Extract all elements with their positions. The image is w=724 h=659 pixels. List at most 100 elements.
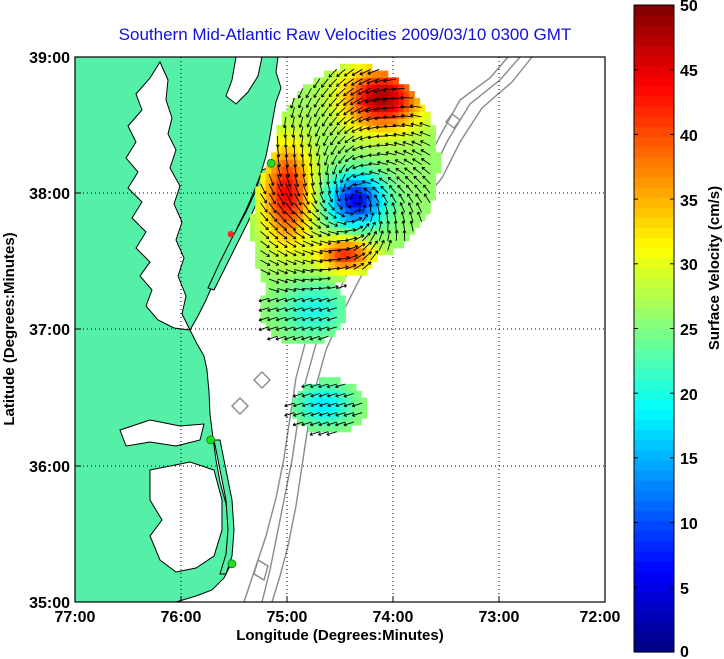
velocity-cell <box>366 77 373 85</box>
velocity-cell <box>302 390 309 399</box>
velocity-cell <box>408 91 415 99</box>
velocity-cell <box>292 145 299 153</box>
colorbar-strip <box>634 136 674 148</box>
velocity-cell <box>361 138 368 147</box>
velocity-cell <box>271 166 277 174</box>
velocity-cell <box>334 397 341 406</box>
velocity-arrow <box>298 107 304 118</box>
velocity-arrow <box>368 203 373 213</box>
velocity-cell <box>308 384 315 392</box>
velocity-cell <box>308 247 315 256</box>
velocity-cell <box>382 247 389 256</box>
velocity-vectors <box>258 68 431 436</box>
velocity-cell <box>371 91 378 99</box>
velocity-cell <box>308 97 315 106</box>
velocity-arrow <box>268 202 277 214</box>
velocity-cell <box>308 302 315 310</box>
velocity-cell <box>345 138 352 147</box>
velocity-cell <box>265 254 272 262</box>
velocity-cell <box>345 125 352 133</box>
velocity-cell <box>287 288 293 297</box>
velocity-cell <box>318 125 325 133</box>
velocity-cell <box>414 125 421 133</box>
velocity-cell <box>329 179 336 188</box>
velocity-arrow <box>341 183 346 193</box>
velocity-cell <box>265 295 272 303</box>
velocity-cell <box>377 172 383 181</box>
velocity-cell <box>340 138 346 147</box>
velocity-cell <box>271 275 277 283</box>
velocity-arrow <box>277 269 288 275</box>
velocity-cell <box>281 234 288 242</box>
velocity-arrow <box>366 78 380 85</box>
velocity-cell <box>393 193 399 201</box>
velocity-cell <box>345 179 352 188</box>
colorbar-strip <box>634 591 674 603</box>
velocity-cell <box>302 91 309 99</box>
velocity-cell <box>324 404 330 412</box>
velocity-arrow <box>285 192 294 206</box>
velocity-cell <box>265 200 272 208</box>
velocity-cell <box>350 254 357 262</box>
velocity-cell <box>345 213 352 222</box>
velocity-cell <box>350 104 357 113</box>
velocity-cell <box>355 152 362 160</box>
velocity-cell <box>340 302 346 310</box>
velocity-cell <box>302 125 309 133</box>
velocity-arrow <box>394 150 405 156</box>
velocity-cell <box>398 220 405 228</box>
colorbar-strip <box>634 389 674 400</box>
velocity-arrow <box>334 183 339 194</box>
velocity-cell <box>345 404 352 412</box>
velocity-cell <box>361 131 368 140</box>
velocity-cell <box>324 91 330 99</box>
velocity-arrow <box>302 259 315 265</box>
velocity-arrow <box>343 107 355 116</box>
velocity-cell <box>387 104 394 113</box>
velocity-cell <box>265 172 272 181</box>
velocity-cell <box>371 247 378 256</box>
velocity-arrow <box>275 307 287 312</box>
velocity-arrow <box>268 240 279 248</box>
velocity-cell <box>297 193 304 201</box>
velocity-cell <box>271 254 277 262</box>
velocity-cell <box>308 397 315 406</box>
velocity-cell <box>334 77 341 85</box>
velocity-cell <box>382 240 389 249</box>
velocity-arrow <box>314 126 321 137</box>
velocity-cell <box>382 111 389 119</box>
velocity-arrow <box>413 175 422 185</box>
velocity-cell <box>260 200 267 208</box>
velocity-cell <box>424 206 431 215</box>
velocity-arrow <box>383 202 389 213</box>
velocity-arrow <box>388 185 397 194</box>
velocity-cell <box>334 261 341 269</box>
velocity-cell <box>366 213 373 222</box>
velocity-cell <box>324 315 330 324</box>
velocity-cell <box>361 118 368 126</box>
velocity-arrow <box>311 202 319 213</box>
velocity-arrow <box>353 234 365 242</box>
velocity-arrow <box>372 186 380 194</box>
velocity-cell <box>398 152 405 160</box>
velocity-cell <box>329 111 336 119</box>
velocity-cell <box>281 152 288 160</box>
velocity-cell <box>287 131 293 140</box>
velocity-arrow <box>291 126 296 138</box>
velocity-arrow <box>285 240 297 248</box>
velocity-cell <box>271 227 277 235</box>
velocity-cell <box>430 172 436 181</box>
velocity-cell <box>313 315 320 324</box>
velocity-cell <box>329 213 336 222</box>
velocity-cell <box>281 288 288 297</box>
velocity-cell <box>419 131 426 140</box>
velocity-arrow <box>364 97 380 104</box>
velocity-arrow <box>336 126 346 135</box>
colorbar-tick-label: 35 <box>680 193 698 210</box>
velocity-cell <box>340 200 346 208</box>
velocity-cell <box>318 404 325 412</box>
velocity-cell <box>297 186 304 194</box>
velocity-arrow <box>293 307 304 312</box>
velocity-cell <box>366 206 373 215</box>
velocity-cell <box>265 186 272 194</box>
